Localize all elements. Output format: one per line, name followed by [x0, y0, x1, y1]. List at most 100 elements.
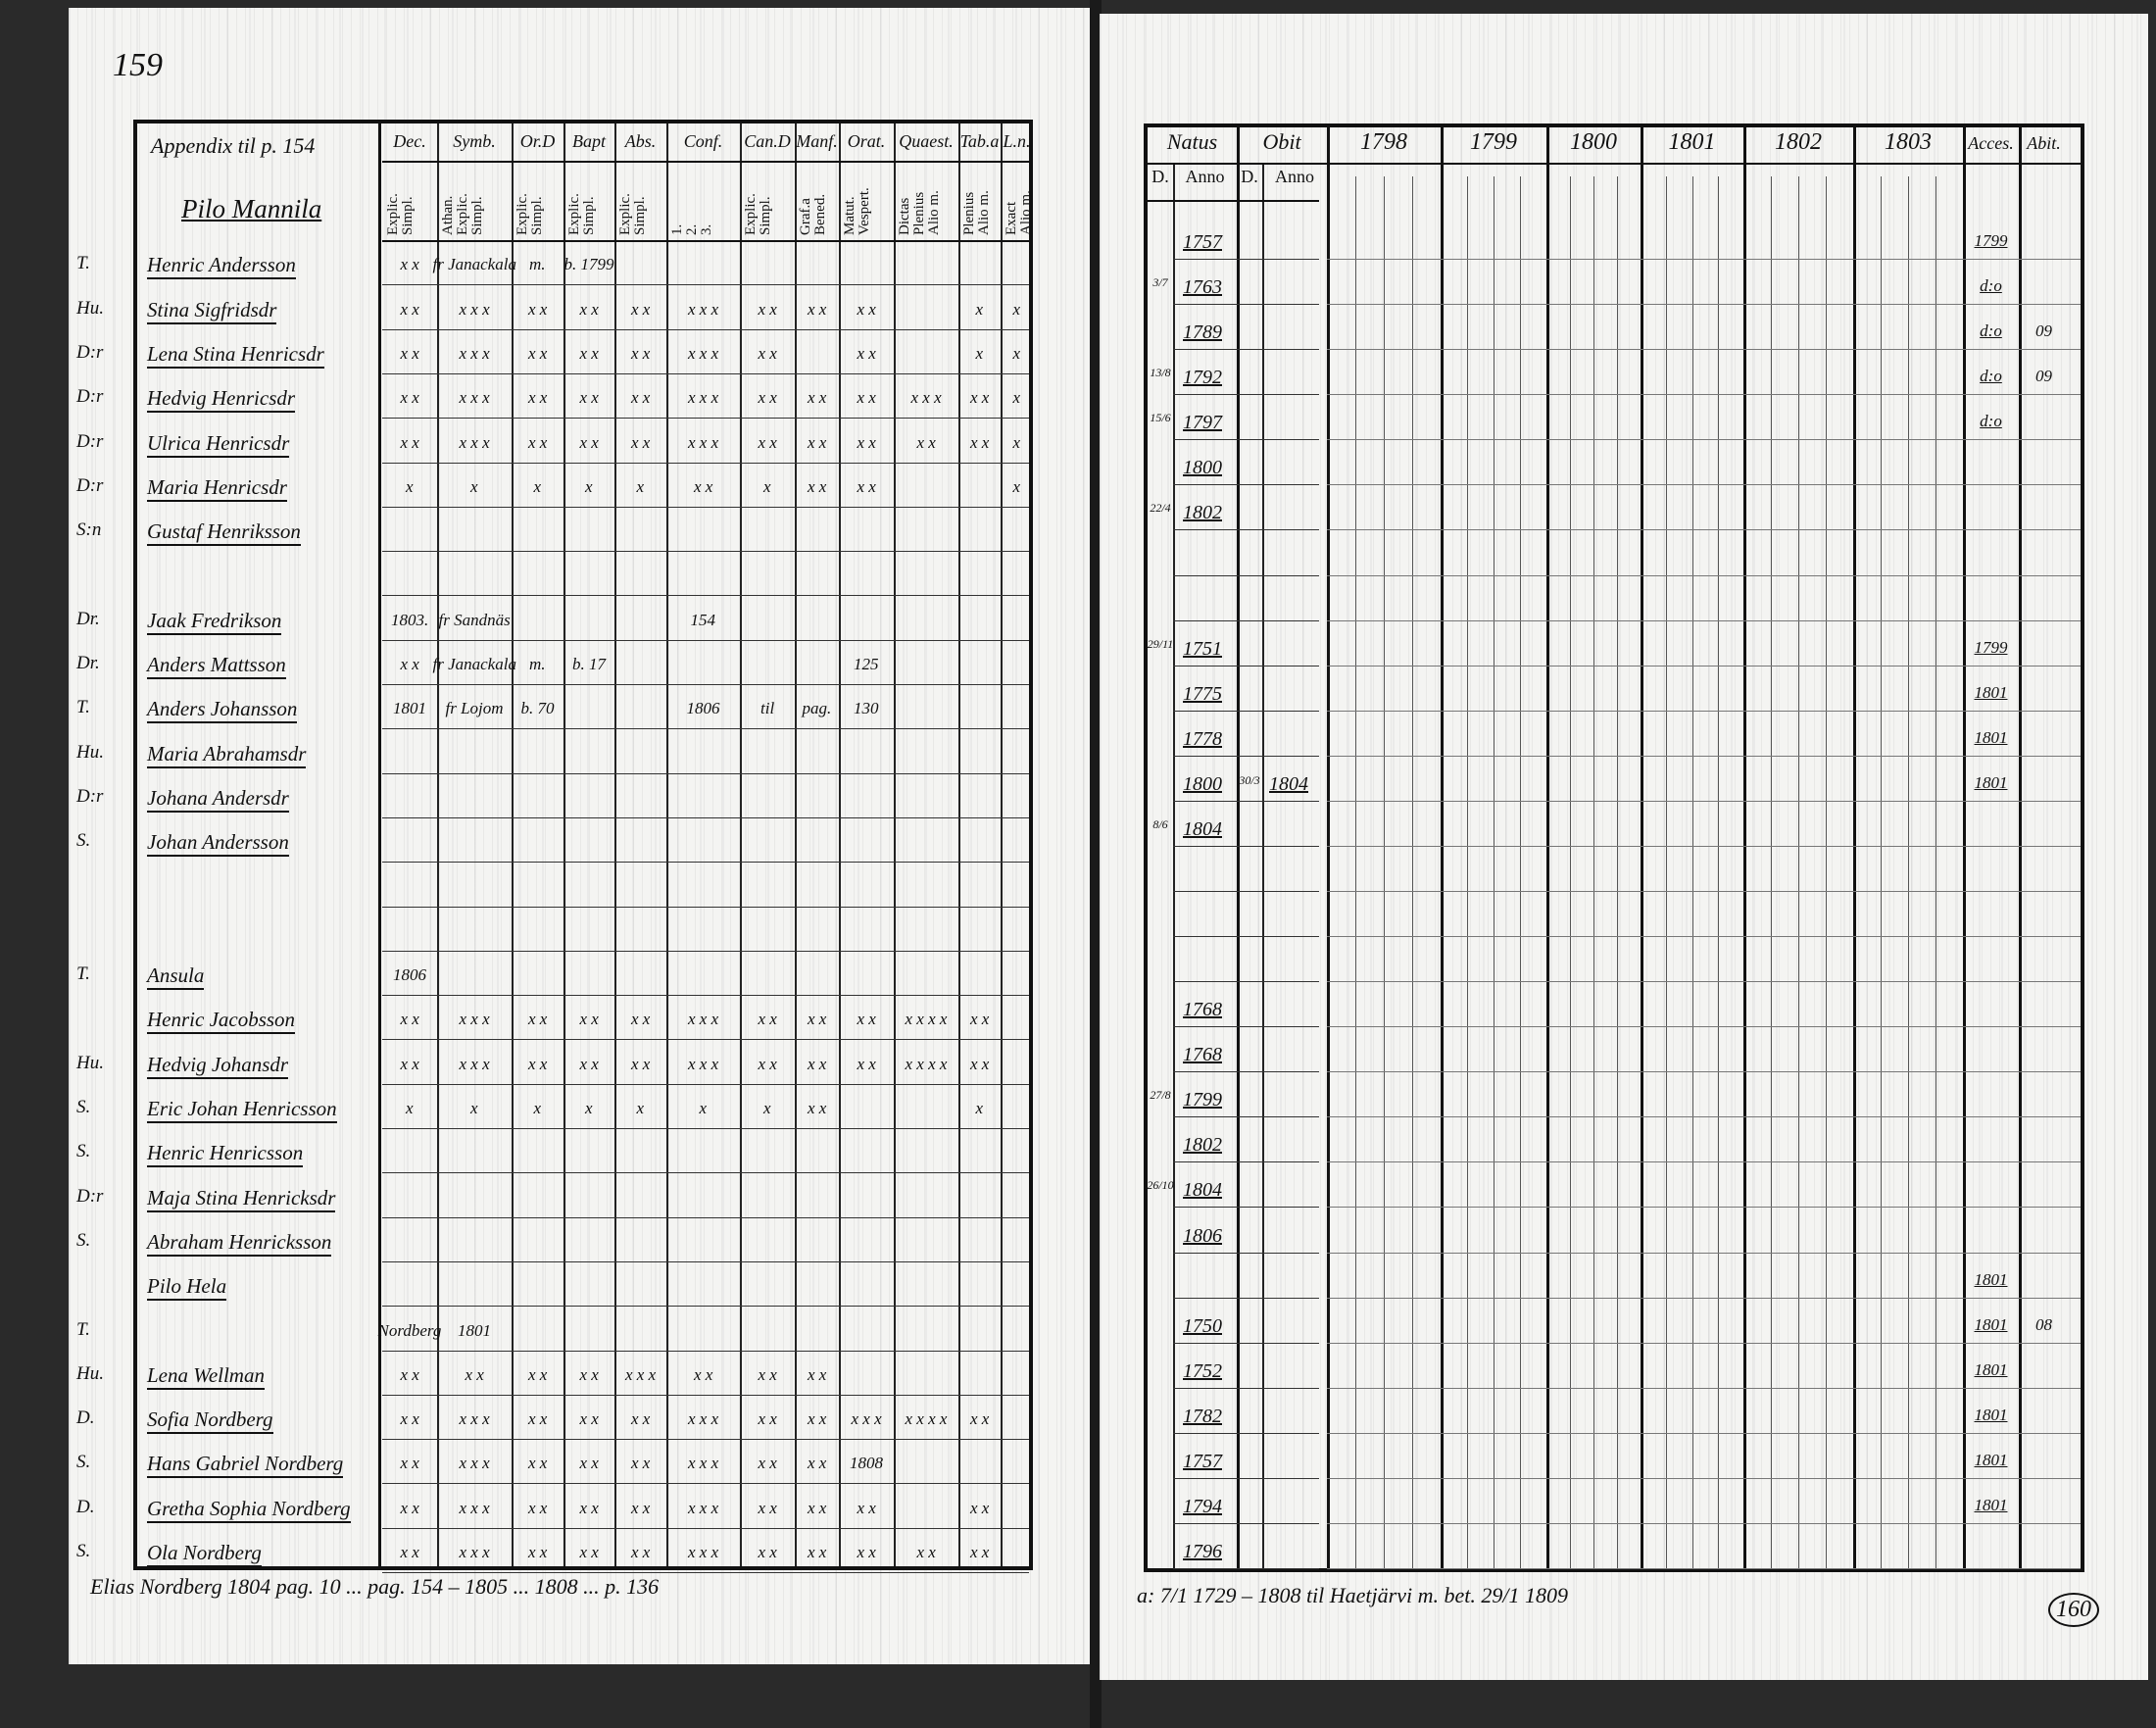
row-line	[1327, 1342, 2081, 1344]
natus-day-header: D.	[1152, 167, 1169, 186]
catechism-table: Appendix til p. 154 Pilo Mannila Dec. Exp…	[76, 120, 1034, 1573]
birth-year: 1751	[1183, 637, 1222, 660]
column-subheader: Explic. Simpl.	[743, 193, 773, 235]
exam-mark: x x	[631, 1054, 651, 1073]
birth-year: 1778	[1183, 727, 1222, 750]
obit-anno-header: Anno	[1275, 167, 1314, 186]
exam-mark: x x	[579, 1543, 599, 1561]
exam-mark: x	[470, 476, 478, 496]
column-divider	[666, 123, 668, 1566]
exam-mark: x	[975, 1099, 984, 1117]
year-subcolumn	[1881, 176, 1882, 1568]
exam-mark: x x x x	[905, 1054, 948, 1073]
exam-mark: x x	[631, 1010, 651, 1029]
exam-mark: x	[533, 1099, 542, 1117]
year-header: 1798	[1360, 129, 1407, 155]
exam-mark: x	[585, 476, 593, 496]
person-name: Abraham Henricksson	[147, 1230, 332, 1257]
row-line	[1327, 981, 2081, 983]
exam-mark: x x	[631, 1409, 651, 1429]
exam-mark: x x	[400, 388, 419, 408]
exam-mark: x x	[916, 432, 936, 452]
exam-mark: x x	[808, 1054, 827, 1073]
row-line	[382, 595, 1029, 597]
row-line	[1327, 1026, 2081, 1028]
exam-mark: x x	[758, 1054, 777, 1073]
row-prefix: Hu.	[76, 1052, 104, 1073]
exam-mark: b. 1799	[564, 255, 614, 274]
exam-mark: x x x	[625, 1364, 657, 1384]
row-line	[382, 1527, 1029, 1529]
year-header: 1803	[1885, 129, 1932, 155]
accession-year: 1799	[1974, 231, 2008, 251]
exam-mark: 154	[690, 610, 716, 629]
row-line	[1173, 1071, 1319, 1073]
row-prefix: Dr.	[76, 608, 100, 629]
exam-mark: x x x	[688, 1054, 719, 1073]
departure-year: 09	[2035, 367, 2052, 386]
year-subcolumn	[1593, 176, 1594, 1568]
birth-year: 1775	[1183, 682, 1222, 705]
row-line	[1173, 1252, 1319, 1254]
exam-mark: x x x	[910, 388, 942, 408]
exam-mark: x x	[758, 432, 777, 452]
acces-header: Acces.	[1968, 133, 2014, 153]
exam-mark: x	[636, 1099, 645, 1117]
exam-mark: x x x	[459, 343, 490, 363]
exam-mark: x x	[400, 1454, 419, 1473]
column-header: Symb.	[453, 131, 496, 151]
row-line	[1327, 259, 2081, 261]
row-line	[1327, 1568, 2081, 1569]
row-prefix: D:r	[76, 474, 104, 496]
exam-mark: x x	[808, 432, 827, 452]
row-prefix: D:r	[76, 341, 104, 363]
exam-mark: 1801	[393, 699, 426, 718]
sub-divider	[1173, 165, 1175, 1568]
row-line	[1173, 439, 1319, 441]
exam-mark: x x	[758, 299, 777, 319]
exam-mark: m.	[529, 255, 546, 274]
exam-mark: x x x	[688, 388, 719, 408]
row-line	[382, 418, 1029, 420]
row-line	[1327, 891, 2081, 892]
exam-mark: x x x	[459, 1010, 490, 1029]
exam-mark: x x x x	[905, 1010, 948, 1029]
exam-mark: x x	[970, 388, 990, 408]
exam-mark: x x	[857, 1054, 876, 1073]
row-prefix: Hu.	[76, 741, 104, 763]
exam-mark: x x	[400, 343, 419, 363]
row-prefix: D:r	[76, 785, 104, 807]
person-name: Hans Gabriel Nordberg	[147, 1452, 344, 1479]
row-line	[1327, 1477, 2081, 1479]
year-header: 1800	[1570, 129, 1617, 155]
exam-mark: x x	[808, 1454, 827, 1473]
row-prefix: D.	[76, 1407, 95, 1429]
person-name: Lena Stina Henricsdr	[147, 342, 324, 369]
exam-mark: x x	[758, 1498, 777, 1517]
row-prefix: D:r	[76, 386, 104, 408]
accession-year: 1801	[1974, 682, 2008, 702]
exam-mark: x x	[631, 1454, 651, 1473]
exam-mark: fr Janackala	[432, 255, 516, 274]
row-line	[382, 1083, 1029, 1085]
column-subheader: 1. 2. 3.	[669, 223, 714, 235]
exam-mark: x x x	[688, 299, 719, 319]
exam-mark: x x x	[688, 343, 719, 363]
accession-year: 1801	[1974, 1359, 2008, 1379]
row-line	[382, 995, 1029, 997]
person-name: Henric Jacobsson	[147, 1008, 296, 1035]
year-header: 1802	[1775, 129, 1822, 155]
exam-mark: x x	[579, 432, 599, 452]
exam-mark: x x	[758, 1010, 777, 1029]
exam-mark: x x	[528, 1409, 548, 1429]
exam-mark: x x x	[459, 1543, 490, 1561]
birth-year: 1752	[1183, 1359, 1222, 1382]
year-header: 1801	[1668, 129, 1716, 155]
abit-header: Abit.	[2027, 133, 2061, 153]
person-name: Eric Johan Henricsson	[147, 1097, 337, 1123]
exam-mark: x	[585, 1099, 593, 1117]
exam-mark: x x	[857, 343, 876, 363]
row-line	[1173, 1387, 1319, 1389]
exam-mark: x x	[579, 1054, 599, 1073]
row-prefix: S:n	[76, 519, 102, 541]
